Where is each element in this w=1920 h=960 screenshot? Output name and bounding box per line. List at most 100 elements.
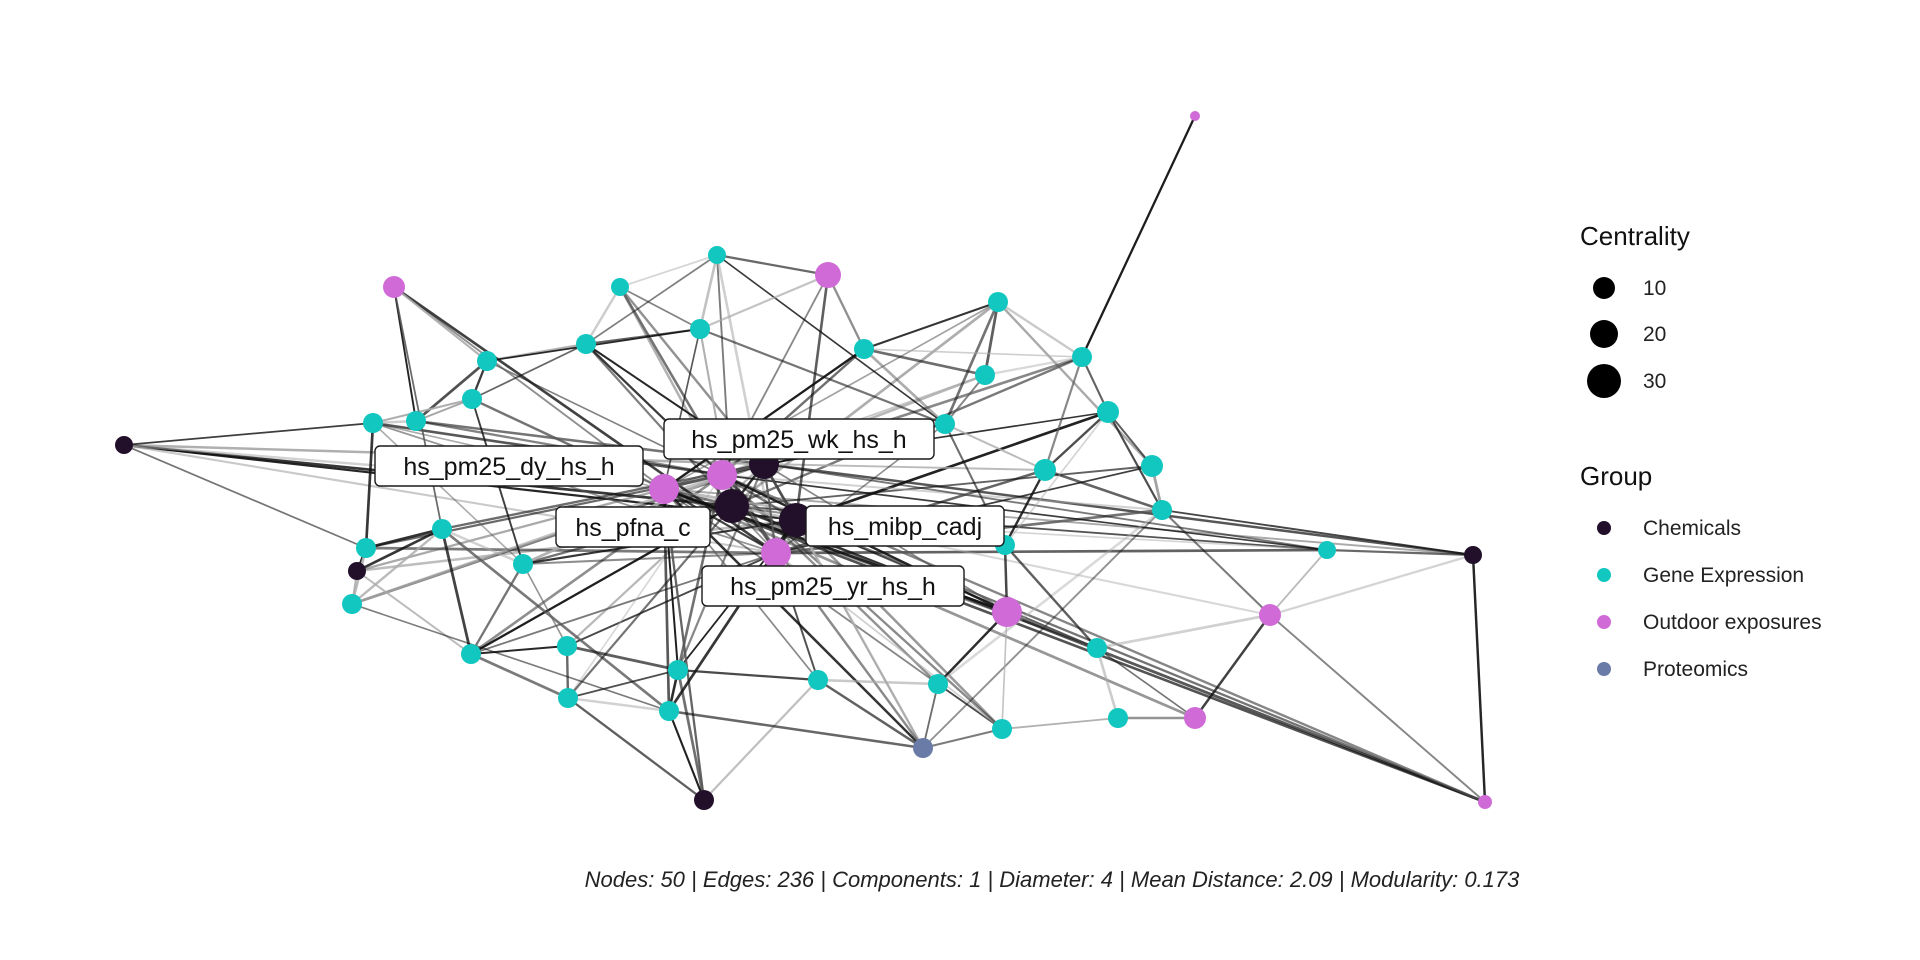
network-edge bbox=[585, 328, 701, 345]
network-node bbox=[854, 339, 874, 359]
network-edge bbox=[863, 348, 1083, 358]
network-node bbox=[406, 411, 426, 431]
node-label-pfna-text: hs_pfna_c bbox=[575, 514, 690, 542]
node-label-mibp-text: hs_mibp_cadj bbox=[828, 513, 982, 541]
network-edge bbox=[364, 422, 375, 549]
network-edge bbox=[1161, 509, 1474, 556]
network-edge bbox=[415, 359, 488, 423]
network-edge bbox=[1269, 549, 1328, 616]
network-edge bbox=[471, 343, 587, 400]
network-edge bbox=[1001, 611, 1008, 730]
network-edge bbox=[731, 465, 1153, 507]
network-edge bbox=[699, 327, 946, 426]
network-edge bbox=[944, 374, 986, 425]
network-stats-caption: Nodes: 50 | Edges: 236 | Components: 1 |… bbox=[585, 867, 1521, 892]
network-edge bbox=[668, 710, 705, 801]
network-edge bbox=[663, 488, 1271, 616]
network-node bbox=[1259, 604, 1281, 626]
network-edge bbox=[677, 668, 819, 682]
network-edge bbox=[522, 563, 568, 647]
network-edge bbox=[619, 254, 718, 288]
legend-centrality-dot-20 bbox=[1590, 320, 1618, 348]
network-node bbox=[668, 660, 688, 680]
network-node bbox=[558, 688, 578, 708]
network-edge bbox=[716, 254, 946, 425]
network-node bbox=[1097, 401, 1119, 423]
legend-centrality-dot-30 bbox=[1587, 364, 1621, 398]
network-edge bbox=[984, 355, 1083, 377]
network-edge bbox=[470, 652, 569, 700]
network-node bbox=[988, 292, 1008, 312]
network-node bbox=[815, 262, 841, 288]
network-node bbox=[1072, 347, 1092, 367]
network-node bbox=[462, 389, 482, 409]
legend-centrality-label-20: 20 bbox=[1643, 323, 1666, 346]
network-edge bbox=[1003, 469, 1047, 546]
network-node bbox=[1141, 455, 1163, 477]
network-node bbox=[708, 246, 726, 264]
network-edge bbox=[1096, 613, 1271, 650]
network-edge bbox=[763, 463, 1046, 471]
network-edge bbox=[794, 519, 925, 749]
network-node bbox=[611, 278, 629, 296]
network-edge bbox=[997, 301, 1153, 467]
network-edge bbox=[663, 301, 999, 490]
network-node bbox=[1108, 708, 1128, 728]
network-node bbox=[913, 738, 933, 758]
network-edge bbox=[943, 301, 1000, 425]
network-edge bbox=[997, 300, 1083, 359]
network-edge bbox=[1006, 611, 1098, 649]
network-node bbox=[707, 460, 737, 490]
network-node bbox=[348, 562, 366, 580]
network-edge bbox=[716, 253, 829, 277]
node-label-mibp: hs_mibp_cadj bbox=[805, 505, 1005, 547]
network-edge bbox=[863, 301, 999, 350]
network-node bbox=[1190, 111, 1200, 121]
network-node bbox=[935, 414, 955, 434]
node-label-pm25-yr-text: hs_pm25_yr_hs_h bbox=[730, 573, 936, 601]
network-edge bbox=[470, 563, 524, 655]
network-edge bbox=[922, 509, 1163, 749]
legend-group-title: Group bbox=[1580, 461, 1652, 491]
node-label-pm25-yr: hs_pm25_yr_hs_h bbox=[701, 565, 965, 607]
network-node bbox=[659, 701, 679, 721]
network-edge bbox=[351, 603, 670, 712]
network-node bbox=[432, 519, 452, 539]
network-edge bbox=[775, 548, 1328, 555]
network-edge bbox=[983, 301, 1000, 376]
network-node bbox=[1034, 459, 1056, 481]
node-label-pm25-wk: hs_pm25_wk_hs_h bbox=[663, 418, 935, 460]
network-edge bbox=[1269, 614, 1486, 803]
network-node bbox=[761, 538, 791, 568]
network-edge bbox=[1471, 554, 1487, 803]
network-node bbox=[928, 674, 948, 694]
network-node bbox=[690, 319, 710, 339]
legend-group-dot-chemicals bbox=[1597, 521, 1611, 535]
network-edge bbox=[1161, 509, 1271, 616]
network-node bbox=[975, 365, 995, 385]
network-edge bbox=[619, 286, 701, 330]
network-edge bbox=[863, 348, 946, 425]
network-edge bbox=[1194, 614, 1271, 719]
network-edge bbox=[826, 274, 866, 350]
legend-group-label-proteomics: Proteomics bbox=[1643, 658, 1748, 681]
legend-group-label-gene-expression: Gene Expression bbox=[1643, 564, 1804, 587]
network-edge bbox=[1004, 411, 1109, 546]
network-edge bbox=[567, 696, 670, 713]
network-edge bbox=[720, 474, 925, 749]
network-edge bbox=[731, 504, 1486, 804]
network-node bbox=[1152, 500, 1172, 520]
legend-centrality-title: Centrality bbox=[1580, 221, 1690, 251]
network-node bbox=[715, 489, 749, 523]
network-node bbox=[992, 597, 1022, 627]
network-node bbox=[115, 436, 133, 454]
network-node bbox=[513, 554, 533, 574]
node-label-pm25-wk-text: hs_pm25_wk_hs_h bbox=[691, 426, 906, 454]
network-edge bbox=[584, 286, 622, 345]
network-edge bbox=[795, 518, 1486, 804]
network-edge bbox=[721, 474, 777, 554]
network-edge bbox=[944, 423, 1046, 471]
network-node bbox=[779, 503, 813, 537]
node-label-pfna: hs_pfna_c bbox=[555, 506, 711, 548]
